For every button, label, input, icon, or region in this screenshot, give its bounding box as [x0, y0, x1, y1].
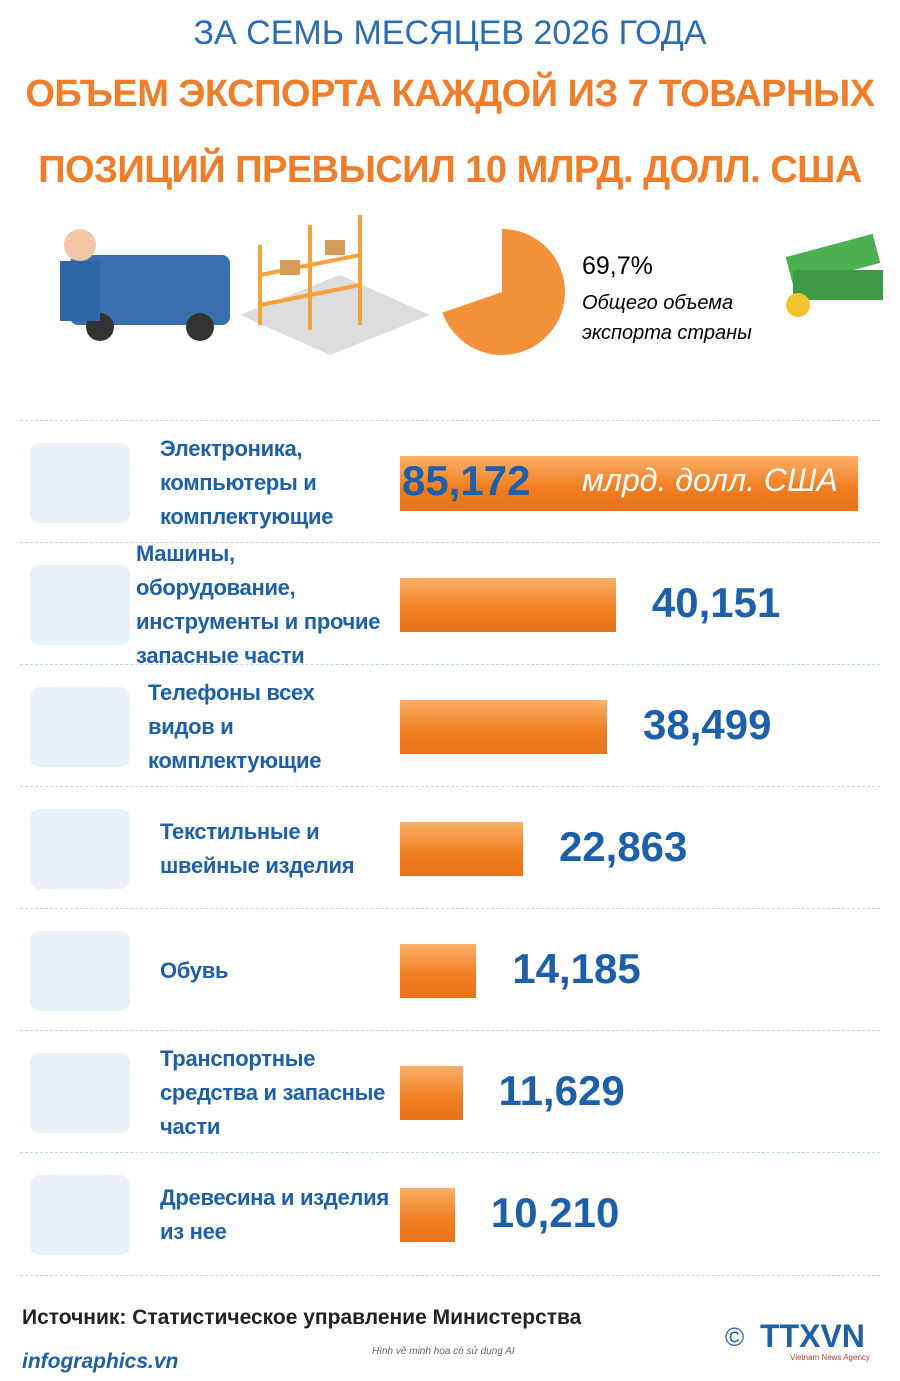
pie-chart [442, 229, 565, 355]
unit-label: млрд. долл. США [582, 462, 838, 498]
pie-slice [442, 229, 565, 355]
illustration [60, 215, 430, 355]
category-label: Электроника, компьютеры и комплектующие [160, 436, 334, 529]
bar [400, 578, 616, 632]
separator [20, 1152, 880, 1153]
pie-label: Общего объема экспорта страны [582, 292, 752, 344]
category-label: Обувь [160, 958, 229, 983]
value-label: 10,210 [490, 1189, 620, 1236]
copyright: © [725, 1322, 745, 1352]
note: Hình vẽ minh họa có sử dụng AI [372, 1346, 515, 1357]
category-label: Древесина и изделия из нее [160, 1185, 389, 1244]
bar [400, 822, 523, 876]
site: infographics.vn [22, 1350, 179, 1373]
bar [400, 944, 477, 998]
icon [30, 687, 130, 767]
icon [30, 931, 130, 1011]
bar [400, 1188, 455, 1242]
logo: TTXVN [760, 1318, 865, 1354]
bar [400, 455, 858, 511]
value-label: 14,185 [512, 945, 641, 992]
icon [30, 809, 130, 889]
icon [30, 1175, 130, 1255]
icon [30, 1053, 130, 1133]
bar [400, 700, 608, 754]
value-label: 11,629 [498, 1067, 625, 1114]
separator [20, 420, 880, 421]
category-label: Текстильные и швейные изделия [160, 819, 355, 878]
separator [20, 1275, 880, 1276]
title: ОБЪЕМ ЭКСПОРТА КАЖДОЙ ИЗ 7 ТОВАРНЫХ ПОЗИ… [25, 73, 875, 191]
value-label: 38,499 [643, 701, 772, 748]
pie-value-label: 69,7% [582, 252, 653, 280]
separator [20, 664, 880, 665]
value-label: 22,863 [558, 823, 688, 870]
separator [20, 786, 880, 787]
category-label: Машины, оборудование, инструменты и проч… [136, 541, 381, 668]
separator [20, 1030, 880, 1031]
separator [20, 908, 880, 909]
agency: Vietnam News Agency [790, 1353, 870, 1362]
subtitle: ЗА СЕМЬ МЕСЯЦЕВ 2026 ГОДА [193, 14, 707, 52]
icon [30, 565, 130, 645]
category-label: Телефоны всех видов и комплектующие [148, 680, 322, 773]
money-icon [785, 233, 883, 317]
bar [400, 1066, 463, 1120]
separator [20, 542, 880, 543]
value-label: 40,151 [651, 579, 781, 626]
category-label: Транспортные средства и запасные части [160, 1046, 386, 1139]
value-label: 85,172 [402, 457, 531, 504]
source: Источник: Статистическое управление Мини… [22, 1306, 582, 1329]
icon [30, 443, 130, 523]
